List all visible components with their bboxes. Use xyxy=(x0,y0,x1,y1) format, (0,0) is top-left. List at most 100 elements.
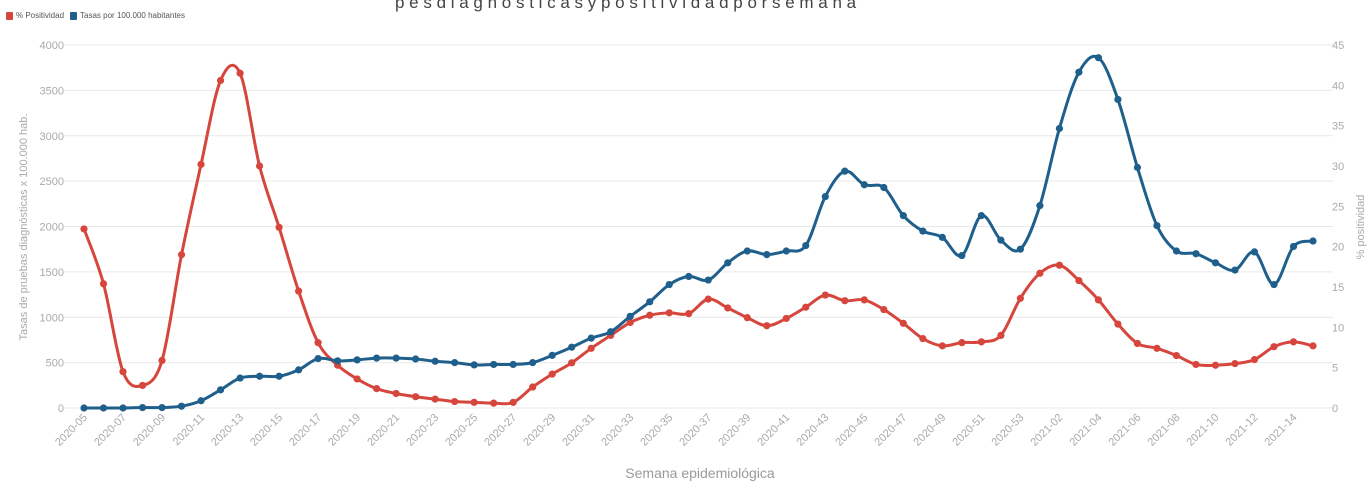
data-point-positividad[interactable] xyxy=(724,304,732,312)
data-point-positividad[interactable] xyxy=(1114,320,1122,328)
data-point-tasas[interactable] xyxy=(236,374,244,382)
data-point-tasas[interactable] xyxy=(119,404,127,412)
data-point-tasas[interactable] xyxy=(880,183,888,192)
data-point-tasas[interactable] xyxy=(958,251,966,260)
data-point-tasas[interactable] xyxy=(158,403,166,412)
data-point-tasas[interactable] xyxy=(216,386,225,394)
data-point-positividad[interactable] xyxy=(568,359,576,367)
data-point-positividad[interactable] xyxy=(1231,360,1239,368)
data-point-positividad[interactable] xyxy=(997,331,1005,339)
data-point-tasas[interactable] xyxy=(665,280,673,289)
data-point-positividad[interactable] xyxy=(1153,344,1161,352)
data-point-positividad[interactable] xyxy=(216,76,225,85)
data-point-tasas[interactable] xyxy=(997,236,1005,244)
data-point-tasas[interactable] xyxy=(1289,242,1298,251)
data-point-positividad[interactable] xyxy=(1250,356,1259,364)
data-point-tasas[interactable] xyxy=(704,276,712,284)
data-point-positividad[interactable] xyxy=(1055,261,1063,269)
data-point-positividad[interactable] xyxy=(1133,339,1142,348)
data-point-tasas[interactable] xyxy=(529,359,537,367)
data-point-tasas[interactable] xyxy=(919,227,927,235)
data-point-positividad[interactable] xyxy=(880,305,888,314)
data-point-tasas[interactable] xyxy=(1270,280,1278,289)
data-point-tasas[interactable] xyxy=(1094,54,1103,62)
data-point-tasas[interactable] xyxy=(841,167,849,175)
data-point-positividad[interactable] xyxy=(1036,269,1044,277)
data-point-tasas[interactable] xyxy=(294,366,303,374)
data-point-tasas[interactable] xyxy=(587,334,595,342)
data-point-tasas[interactable] xyxy=(275,372,283,380)
data-point-positividad[interactable] xyxy=(1016,294,1024,302)
data-point-tasas[interactable] xyxy=(568,343,576,351)
data-point-positividad[interactable] xyxy=(1192,360,1200,369)
data-point-tasas[interactable] xyxy=(353,356,361,364)
data-point-tasas[interactable] xyxy=(763,251,771,259)
data-point-tasas[interactable] xyxy=(470,361,478,369)
data-point-positividad[interactable] xyxy=(392,389,400,398)
data-point-positividad[interactable] xyxy=(977,338,985,346)
data-point-positividad[interactable] xyxy=(919,335,927,343)
data-point-positividad[interactable] xyxy=(294,287,303,295)
data-point-tasas[interactable] xyxy=(977,212,985,220)
data-point-positividad[interactable] xyxy=(958,339,966,347)
data-point-positividad[interactable] xyxy=(353,375,361,383)
data-point-tasas[interactable] xyxy=(334,357,342,365)
data-point-tasas[interactable] xyxy=(1211,259,1220,267)
data-point-tasas[interactable] xyxy=(548,351,556,359)
data-point-positividad[interactable] xyxy=(236,69,244,77)
data-point-tasas[interactable] xyxy=(1172,247,1181,255)
data-point-tasas[interactable] xyxy=(99,404,108,412)
data-point-tasas[interactable] xyxy=(821,192,829,201)
data-point-tasas[interactable] xyxy=(490,360,498,369)
data-point-positividad[interactable] xyxy=(587,344,595,352)
data-point-tasas[interactable] xyxy=(938,233,946,241)
data-point-positividad[interactable] xyxy=(138,381,147,390)
data-point-tasas[interactable] xyxy=(1075,68,1083,76)
data-point-positividad[interactable] xyxy=(841,297,849,305)
data-point-positividad[interactable] xyxy=(821,291,829,299)
data-point-tasas[interactable] xyxy=(743,247,751,255)
data-point-positividad[interactable] xyxy=(80,225,88,233)
data-point-tasas[interactable] xyxy=(138,403,147,412)
data-point-positividad[interactable] xyxy=(1270,343,1278,351)
data-point-positividad[interactable] xyxy=(665,309,673,317)
data-point-tasas[interactable] xyxy=(451,359,459,367)
data-point-positividad[interactable] xyxy=(704,295,712,303)
data-point-positividad[interactable] xyxy=(431,395,439,403)
data-point-tasas[interactable] xyxy=(1192,250,1200,258)
data-point-tasas[interactable] xyxy=(80,404,88,412)
data-point-tasas[interactable] xyxy=(314,354,322,363)
data-point-positividad[interactable] xyxy=(685,310,693,318)
data-point-positividad[interactable] xyxy=(1172,351,1181,360)
data-point-positividad[interactable] xyxy=(763,322,771,330)
data-point-tasas[interactable] xyxy=(724,259,732,267)
data-point-positividad[interactable] xyxy=(860,296,868,304)
data-point-positividad[interactable] xyxy=(899,319,907,327)
data-point-tasas[interactable] xyxy=(177,402,186,410)
data-point-positividad[interactable] xyxy=(626,318,634,327)
data-point-tasas[interactable] xyxy=(782,247,790,255)
data-point-positividad[interactable] xyxy=(412,393,420,401)
data-point-positividad[interactable] xyxy=(646,311,654,319)
data-point-positividad[interactable] xyxy=(509,398,517,406)
data-point-tasas[interactable] xyxy=(392,354,400,362)
data-point-positividad[interactable] xyxy=(743,314,751,322)
data-point-tasas[interactable] xyxy=(1114,95,1122,104)
data-point-tasas[interactable] xyxy=(1016,245,1024,253)
data-point-tasas[interactable] xyxy=(1055,124,1063,133)
data-point-positividad[interactable] xyxy=(529,383,537,391)
data-point-tasas[interactable] xyxy=(412,355,420,363)
data-point-tasas[interactable] xyxy=(1231,266,1239,274)
data-point-positividad[interactable] xyxy=(470,398,478,406)
data-point-tasas[interactable] xyxy=(431,357,439,365)
legend-item-tasas[interactable]: Tasas por 100.000 habitantes xyxy=(70,11,185,20)
data-point-tasas[interactable] xyxy=(1036,202,1044,210)
data-point-tasas[interactable] xyxy=(646,298,654,306)
data-point-tasas[interactable] xyxy=(1133,163,1142,172)
data-point-positividad[interactable] xyxy=(1211,361,1220,369)
data-point-tasas[interactable] xyxy=(860,181,868,189)
data-point-positividad[interactable] xyxy=(177,251,186,259)
data-point-positividad[interactable] xyxy=(1289,338,1298,346)
data-point-tasas[interactable] xyxy=(1309,237,1317,245)
data-point-tasas[interactable] xyxy=(1250,248,1259,256)
